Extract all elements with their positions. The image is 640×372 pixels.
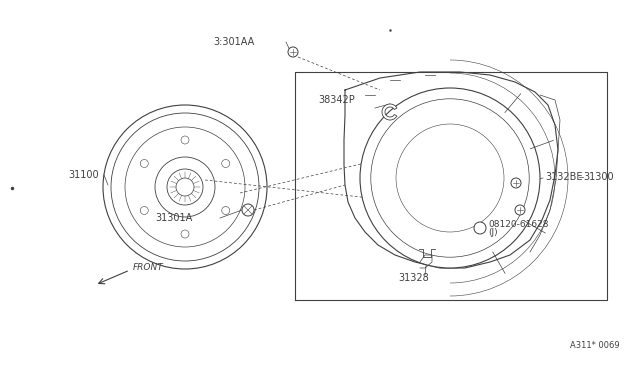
Circle shape	[140, 206, 148, 215]
Text: 31300: 31300	[583, 172, 614, 182]
Text: 3:301AA: 3:301AA	[213, 37, 254, 47]
Text: A311* 0069: A311* 0069	[570, 340, 620, 350]
Text: 08120-61628: 08120-61628	[488, 219, 548, 228]
Text: 31328: 31328	[398, 273, 429, 283]
Circle shape	[396, 124, 504, 232]
Circle shape	[167, 169, 203, 205]
Text: 31301A: 31301A	[155, 213, 192, 223]
Text: B: B	[477, 224, 483, 232]
Text: 3132BE: 3132BE	[545, 172, 582, 182]
Text: 38342P: 38342P	[318, 95, 355, 105]
Circle shape	[242, 204, 254, 216]
Circle shape	[515, 205, 525, 215]
Circle shape	[221, 206, 230, 215]
Circle shape	[474, 222, 486, 234]
Text: (J): (J)	[488, 228, 498, 237]
Circle shape	[155, 157, 215, 217]
Circle shape	[288, 47, 298, 57]
Circle shape	[111, 113, 259, 261]
Circle shape	[360, 88, 540, 268]
Text: FRONT: FRONT	[133, 263, 164, 273]
Circle shape	[181, 230, 189, 238]
Circle shape	[140, 160, 148, 167]
Circle shape	[371, 99, 529, 257]
Circle shape	[176, 178, 194, 196]
Circle shape	[181, 136, 189, 144]
Circle shape	[125, 127, 245, 247]
Circle shape	[103, 105, 267, 269]
Circle shape	[221, 160, 230, 167]
Circle shape	[511, 178, 521, 188]
Text: 31100: 31100	[68, 170, 99, 180]
Wedge shape	[382, 104, 397, 120]
